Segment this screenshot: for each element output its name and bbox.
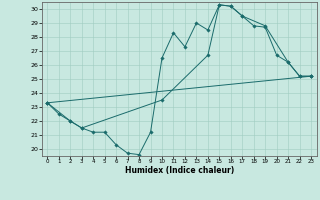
X-axis label: Humidex (Indice chaleur): Humidex (Indice chaleur) [124,166,234,175]
